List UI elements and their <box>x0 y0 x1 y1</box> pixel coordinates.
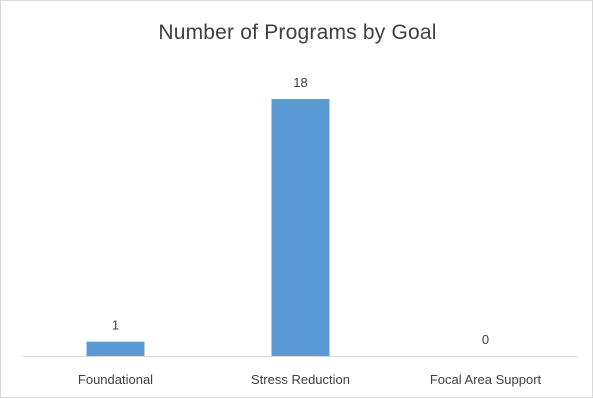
bar-stress-reduction <box>271 99 330 356</box>
bar-foundational <box>86 341 145 356</box>
data-label-foundational: 1 <box>112 318 119 333</box>
data-label-stress-reduction: 18 <box>293 75 307 90</box>
data-label-focal-area-support: 0 <box>482 332 489 347</box>
chart-title: Number of Programs by Goal <box>158 21 437 44</box>
x-tick-label-focal-area-support: Focal Area Support <box>430 372 542 387</box>
x-tick-label-foundational: Foundational <box>78 372 153 387</box>
x-tick-label-stress-reduction: Stress Reduction <box>251 372 350 387</box>
